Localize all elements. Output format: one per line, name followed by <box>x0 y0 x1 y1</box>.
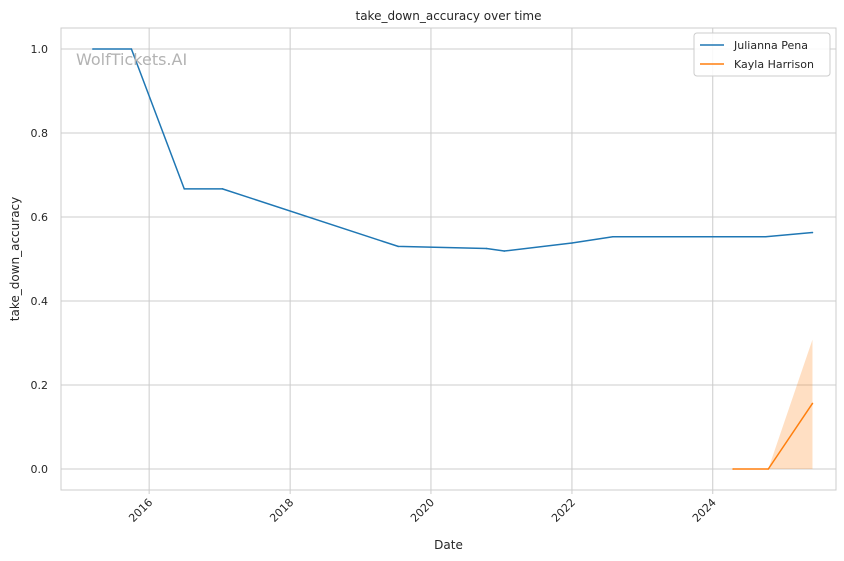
y-tick-label: 0.8 <box>31 127 49 140</box>
data-point <box>571 242 573 244</box>
x-tick-label: 2024 <box>690 496 719 525</box>
data-point <box>130 48 133 50</box>
data-point <box>503 250 506 252</box>
y-tick-label: 0.2 <box>31 379 49 392</box>
legend: Julianna Pena Kayla Harrison <box>693 32 831 77</box>
legend-box <box>693 32 831 77</box>
x-tick-labels: 2016 2018 2020 2022 2024 <box>126 490 719 525</box>
data-point <box>92 48 94 50</box>
y-tick-label: 0.6 <box>31 211 49 224</box>
data-point <box>811 402 814 405</box>
data-point <box>732 468 734 470</box>
watermark-text: WolfTickets.AI <box>76 50 187 69</box>
y-tick-label: 1.0 <box>31 43 49 56</box>
x-tick-label: 2020 <box>408 496 437 525</box>
legend-label: Kayla Harrison <box>734 58 814 71</box>
series-lines <box>92 48 814 470</box>
series-line <box>92 48 813 252</box>
grid <box>61 28 836 490</box>
data-point <box>397 245 399 248</box>
data-point <box>485 247 488 250</box>
chart-title: take_down_accuracy over time <box>356 9 542 23</box>
legend-label: Julianna Pena <box>733 39 808 52</box>
data-point <box>183 188 186 190</box>
y-tick-label: 0.0 <box>31 463 49 476</box>
confidence-band <box>768 339 813 469</box>
x-axis-title: Date <box>434 538 463 552</box>
data-point <box>764 235 767 238</box>
plot-frame <box>60 27 837 491</box>
y-axis-title: take_down_accuracy <box>8 197 22 321</box>
x-tick-label: 2018 <box>267 496 296 525</box>
data-point <box>811 231 814 234</box>
y-tick-label: 0.4 <box>31 295 49 308</box>
data-point <box>767 468 770 470</box>
x-tick-label: 2022 <box>549 496 578 525</box>
confidence-bands <box>768 339 813 469</box>
x-tick-label: 2016 <box>126 496 155 525</box>
data-point <box>612 235 614 238</box>
y-tick-labels: 0.0 0.2 0.4 0.6 0.8 1.0 <box>31 43 49 476</box>
data-point <box>221 188 224 190</box>
